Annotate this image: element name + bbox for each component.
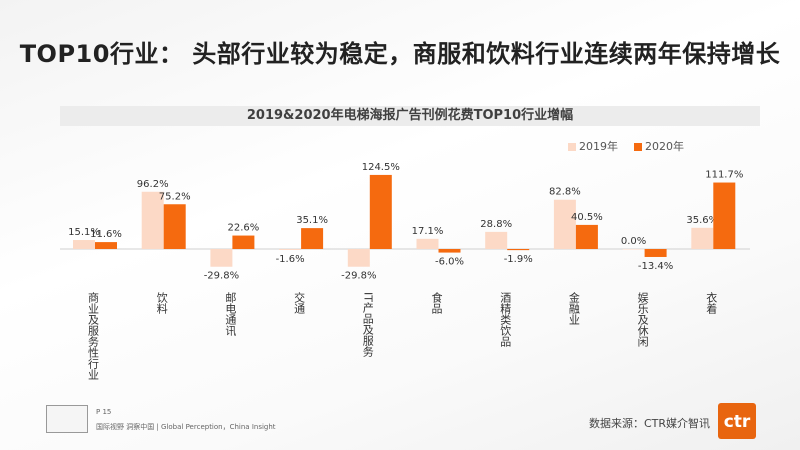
legend-swatch-2019: [568, 143, 576, 151]
data-label: -1.9%: [504, 254, 533, 265]
data-label: 17.1%: [412, 226, 444, 237]
data-label: 111.7%: [705, 170, 743, 181]
legend-2019: 2019年: [568, 138, 618, 154]
bar-2019年-娱乐及休闲: [622, 249, 645, 250]
bar-2019年-饮料: [141, 191, 164, 249]
bar-2020年-衣着: [713, 182, 736, 249]
data-label: -29.8%: [204, 271, 239, 282]
bar-2019年-酒精类饮品: [485, 231, 508, 249]
bar-2020年-IT产品及服务: [369, 174, 392, 249]
certification-badge: [46, 405, 88, 433]
bar-2020年-交通: [301, 228, 324, 249]
legend-2020: 2020年: [634, 138, 684, 154]
data-label: 15.1%: [68, 227, 100, 238]
page-title: TOP10行业： 头部行业较为稳定，商服和饮料行业连续两年保持增长: [19, 40, 781, 68]
bar-2019年-衣着: [691, 227, 714, 249]
category-label: 酒精类饮品: [499, 292, 512, 347]
bar-2019年-IT产品及服务: [347, 249, 370, 267]
data-label: 0.0%: [621, 236, 646, 247]
data-label: 75.2%: [159, 191, 191, 202]
data-source: 数据来源：CTR媒介智讯: [589, 417, 711, 430]
slogan: 国际视野 洞察中国 | Global Perception，China Insi…: [96, 423, 276, 431]
ctr-logo: ctr: [718, 403, 756, 439]
bar-2019年-商业及服务性行业: [73, 240, 95, 249]
bar-2020年-娱乐及休闲: [644, 249, 667, 257]
data-label: 96.2%: [137, 179, 169, 190]
category-label: 衣着: [705, 291, 718, 315]
bar-2020年-食品: [438, 249, 461, 253]
data-label: 22.6%: [228, 223, 260, 234]
data-label: -6.0%: [435, 257, 464, 268]
data-label: 82.8%: [549, 187, 581, 198]
legend-label: 2020年: [645, 140, 684, 153]
category-label: IT产品及服务: [361, 292, 374, 357]
data-label: 124.5%: [362, 162, 400, 173]
legend-label: 2019年: [579, 140, 618, 153]
data-label: 40.5%: [571, 212, 603, 223]
page-number: P 15: [96, 408, 112, 416]
bar-2020年-邮电通讯: [232, 235, 255, 249]
data-label: 35.6%: [686, 215, 718, 226]
bar-2020年-金融业: [575, 224, 598, 249]
category-label: 商业及服务性行业: [87, 291, 100, 380]
category-label: 娱乐及休闲: [636, 291, 649, 347]
category-label: 邮电通讯: [224, 292, 237, 337]
bar-2020年-酒精类饮品: [507, 249, 530, 251]
category-label: 饮料: [155, 292, 168, 315]
bar-2019年-邮电通讯: [210, 249, 233, 267]
category-label: 交通: [293, 291, 306, 314]
bar-2019年-食品: [416, 238, 439, 249]
category-label: 食品: [430, 291, 443, 314]
chart-title: 2019&2020年电梯海报广告刊例花费TOP10行业增幅: [60, 106, 760, 126]
data-label: -1.6%: [276, 254, 305, 265]
bar-2019年-金融业: [553, 199, 576, 249]
category-label: 金融业: [567, 291, 580, 325]
data-label: -29.8%: [341, 271, 376, 282]
data-label: 11.6%: [90, 229, 122, 240]
data-label: 35.1%: [296, 215, 328, 226]
legend-swatch-2020: [634, 143, 642, 151]
bar-2020年-商业及服务性行业: [95, 242, 117, 249]
data-label: -13.4%: [638, 261, 673, 272]
bar-2020年-饮料: [163, 204, 186, 249]
data-label: 28.8%: [480, 219, 512, 230]
bar-2019年-交通: [279, 249, 302, 250]
